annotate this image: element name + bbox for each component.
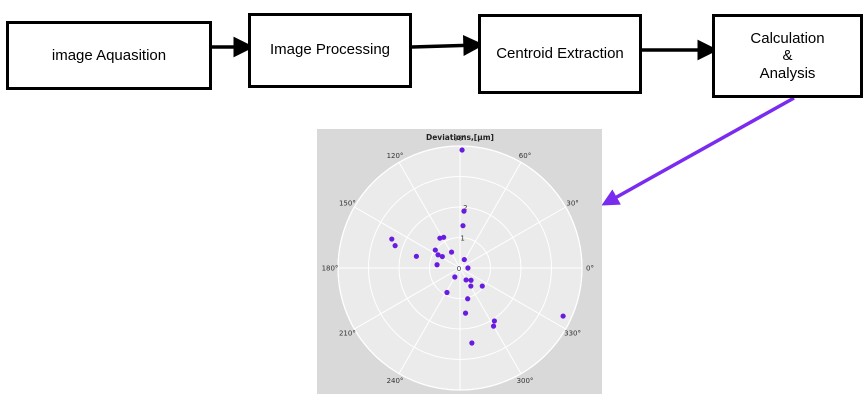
data-point <box>461 208 467 214</box>
data-point <box>469 340 475 346</box>
angle-tick-labels: 0°30°60°90°120°150°180°210°240°270°300°3… <box>322 135 594 386</box>
angle-tick-label: 0° <box>586 265 594 273</box>
data-point <box>389 236 395 242</box>
angle-tick-label: 30° <box>566 200 578 208</box>
angle-tick-label: 240° <box>387 377 404 385</box>
flow-step-label: Image Processing <box>269 41 391 58</box>
link-arrow-to-plot <box>601 96 795 206</box>
polar-scatter-chart: Deviations,[µm] 0° 30° 60° 90° 120° 150° 180° 2… <box>317 129 602 394</box>
flow-step-calculation-analysis: Calculation & Analysis <box>712 14 863 98</box>
radial-tick-label: 1 <box>460 235 464 243</box>
data-point <box>441 234 447 240</box>
angle-tick-label: 210° <box>339 330 356 338</box>
angle-tick-label: 90° <box>454 135 466 143</box>
flow-step-label-group: Calculation & Analysis <box>750 30 824 82</box>
data-point <box>479 283 485 289</box>
angular-grid-line <box>398 267 461 374</box>
data-point <box>468 277 474 283</box>
data-point <box>448 249 455 255</box>
angle-tick-label: 150° <box>339 200 356 208</box>
flow-step-label-line2: & <box>782 47 793 65</box>
data-point <box>444 289 450 296</box>
data-point <box>465 265 471 271</box>
flow-step-image-processing: Image Processing <box>248 13 412 88</box>
angular-grid-line <box>459 206 566 269</box>
angular-grid <box>338 146 582 390</box>
data-point <box>413 253 419 259</box>
data-point <box>392 243 398 249</box>
angle-tick-label: 60° <box>519 152 531 160</box>
data-point <box>490 323 497 329</box>
data-point <box>462 310 469 316</box>
data-point <box>459 147 465 153</box>
data-point <box>560 313 566 319</box>
data-point <box>432 247 438 253</box>
angle-tick-label: 330° <box>564 330 581 338</box>
data-point <box>491 318 497 324</box>
flow-step-label: Centroid Extraction <box>496 45 624 63</box>
data-point <box>452 274 458 280</box>
flow-step-label-line3: Analysis <box>759 64 816 82</box>
data-point <box>439 253 445 260</box>
angle-tick-label: 180° <box>322 265 339 273</box>
radial-tick-label: 2 <box>463 204 467 212</box>
flow-step-image-acquisition: image Aquasition <box>6 21 212 90</box>
flow-step-centroid-extraction: Centroid Extraction <box>478 14 642 94</box>
radial-tick-labels: 0 1 2 <box>457 204 468 273</box>
data-point <box>435 252 441 258</box>
data-point <box>460 223 466 229</box>
data-points <box>389 147 566 346</box>
flow-step-label-line1: Calculation <box>750 30 825 48</box>
radial-tick-label: 0 <box>457 265 461 273</box>
angular-grid-line <box>459 267 566 330</box>
chart-title: Deviations,[µm] <box>426 133 494 142</box>
data-point <box>461 256 467 263</box>
angle-tick-label: 300° <box>517 377 534 385</box>
flow-step-label: image Aquasition <box>51 46 167 64</box>
angular-grid-line <box>354 267 461 330</box>
angle-tick-label: 120° <box>387 152 404 160</box>
data-point <box>434 262 440 268</box>
flow-arrow-2 <box>411 34 485 56</box>
data-point <box>463 277 469 283</box>
angular-grid-line <box>459 162 522 269</box>
data-point <box>465 296 471 302</box>
data-point <box>468 283 474 289</box>
